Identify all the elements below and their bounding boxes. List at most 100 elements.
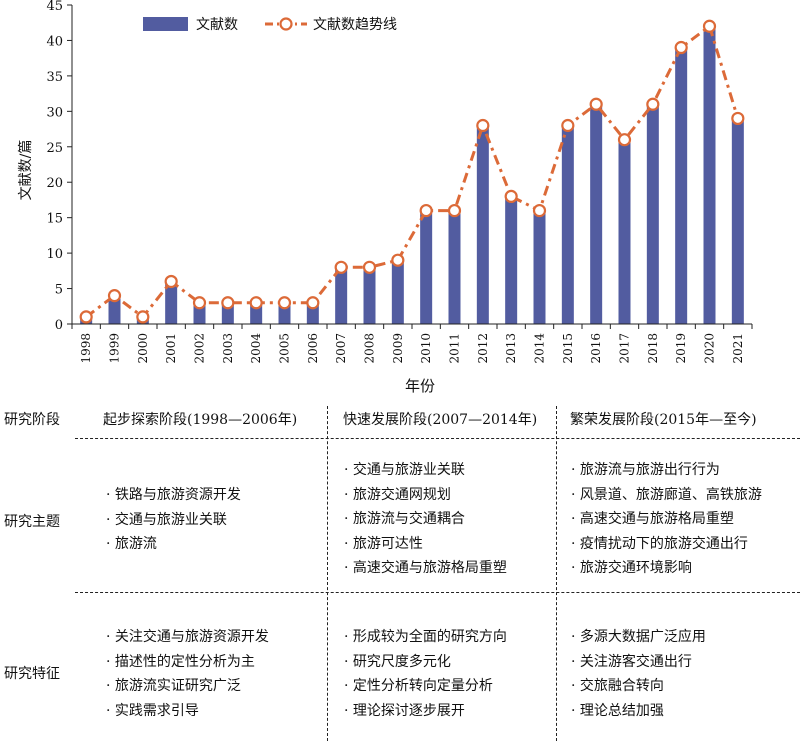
y-axis-title: 文献数/篇 (18, 140, 34, 201)
x-tick-label: 2005 (278, 333, 292, 364)
bars (80, 26, 744, 325)
list-item: 交通与旅游业关联 (344, 458, 507, 483)
trend-point (589, 97, 603, 111)
legend-bar-label: 文献数 (196, 17, 238, 33)
trend-point (504, 189, 518, 203)
trend-point (334, 260, 348, 274)
header-row-label: 研究阶段 (4, 412, 60, 428)
bar (533, 210, 546, 324)
trend-point (362, 260, 377, 274)
list-item: 风景道、旅游廊道、高铁旅游 (571, 483, 762, 508)
x-tick-label: 2012 (476, 333, 490, 364)
research-stage-table: 研究阶段 起步探索阶段(1998—2006年) 快速发展阶段(2007—2014… (0, 400, 800, 741)
y-tick-label: 40 (46, 34, 63, 49)
x-tick-label: 2021 (731, 333, 745, 364)
x-axis-title: 年份 (405, 377, 435, 395)
list-item: 交通与旅游业关联 (106, 508, 241, 533)
list-item: 旅游交通网规划 (344, 483, 507, 508)
trend-point (617, 133, 632, 147)
list-item: 旅游可达性 (344, 532, 507, 557)
bar (505, 196, 518, 324)
list-item: 描述性的定性分析为主 (106, 650, 269, 675)
list-item: 理论探讨逐步展开 (344, 699, 507, 724)
bar (335, 267, 348, 324)
list-item: 高速交通与旅游格局重塑 (344, 556, 507, 581)
y-axis: 0 5 10 15 20 25 30 35 40 45 (46, 0, 73, 333)
list-item: 高速交通与旅游格局重塑 (571, 507, 762, 532)
y-tick-label: 10 (46, 247, 63, 262)
list-item: 铁路与旅游资源开发 (106, 483, 241, 508)
legend-line-label: 文献数趋势线 (313, 17, 397, 33)
y-tick-label: 45 (46, 0, 63, 14)
trend-point (646, 97, 660, 111)
x-tick-label: 2003 (221, 333, 235, 364)
list-item: 旅游流与交通耦合 (344, 507, 507, 532)
list-item: 研究尺度多元化 (344, 650, 507, 675)
trend-point (192, 296, 207, 310)
x-tick-label: 2000 (136, 333, 150, 364)
trend-point (561, 118, 575, 133)
x-tick-label: 2006 (306, 333, 320, 364)
x-tick-label: 2014 (533, 333, 547, 364)
list-item: 疫情扰动下的旅游交通出行 (571, 532, 762, 557)
y-tick-label: 30 (46, 105, 63, 120)
topics-stage-2: 交通与旅游业关联 旅游交通网规划 旅游流与交通耦合 旅游可达性 高速交通与旅游格… (344, 458, 507, 581)
legend: 文献数 文献数趋势线 (143, 17, 397, 33)
bar (448, 210, 461, 324)
bar (703, 26, 716, 325)
list-item: 实践需求引导 (106, 699, 269, 724)
bar (420, 210, 433, 324)
x-tick-label: 1999 (108, 333, 122, 364)
y-tick-label: 5 (55, 283, 63, 298)
y-tick-label: 15 (46, 212, 63, 227)
bar (618, 139, 631, 324)
list-item: 交旅融合转向 (571, 674, 706, 699)
trend-point (702, 19, 717, 33)
bar (391, 260, 404, 324)
y-tick-label: 20 (46, 176, 63, 191)
stage-header-3: 繁荣发展阶段(2015年—至今) (570, 412, 757, 428)
x-tick-label: 2011 (448, 333, 462, 364)
list-item: 旅游流 (106, 532, 241, 557)
stage-header-1: 起步探索阶段(1998—2006年) (103, 412, 298, 428)
bar (561, 125, 574, 324)
bar (675, 47, 688, 325)
list-item: 形成较为全面的研究方向 (344, 625, 507, 650)
features-stage-3: 多源大数据广泛应用 关注游客交通出行 交旅融合转向 理论总结加强 (571, 625, 706, 723)
x-tick-label: 2013 (504, 333, 518, 364)
features-stage-1: 关注交通与旅游资源开发 描述性的定性分析为主 旅游流实证研究广泛 实践需求引导 (106, 625, 269, 723)
y-tick-label: 0 (55, 318, 63, 333)
divider-rows (75, 592, 800, 593)
column-divider-2 (556, 406, 557, 741)
trend-point (674, 40, 688, 55)
bar (646, 104, 659, 324)
x-tick-label: 2008 (363, 333, 377, 364)
bar (165, 281, 178, 324)
features-stage-2: 形成较为全面的研究方向 研究尺度多元化 定性分析转向定量分析 理论探讨逐步展开 (344, 625, 507, 723)
trend-point (79, 310, 93, 324)
list-item: 定性分析转向定量分析 (344, 674, 507, 699)
column-divider-1 (327, 406, 328, 741)
x-tick-label: 2019 (674, 333, 688, 364)
bar (476, 125, 489, 324)
trend-point (249, 296, 263, 310)
x-tick-label: 2001 (164, 333, 178, 364)
x-tick-label: 2017 (618, 333, 632, 364)
trend-point (277, 296, 292, 310)
divider-header (75, 438, 800, 439)
literature-count-chart: 0 5 10 15 20 25 30 35 40 45 1998 1999 2000 2001 2002 2… (18, 0, 753, 395)
legend-line-marker (279, 17, 293, 31)
list-item: 关注游客交通出行 (571, 650, 706, 675)
x-tick-label: 2002 (193, 333, 207, 364)
topics-stage-3: 旅游流与旅游出行行为 风景道、旅游廊道、高铁旅游 高速交通与旅游格局重塑 疫情扰… (571, 458, 762, 581)
row-label-topics: 研究主题 (4, 514, 60, 530)
x-tick-label: 2010 (419, 333, 433, 364)
x-tick-label: 2015 (561, 333, 575, 364)
trend-point (306, 296, 320, 310)
x-tick-label: 2020 (703, 333, 717, 364)
list-item: 旅游流实证研究广泛 (106, 674, 269, 699)
trend-point (731, 111, 745, 126)
x-tick-label: 1998 (79, 333, 93, 364)
trend-point (164, 274, 178, 289)
trend-point (476, 118, 490, 133)
